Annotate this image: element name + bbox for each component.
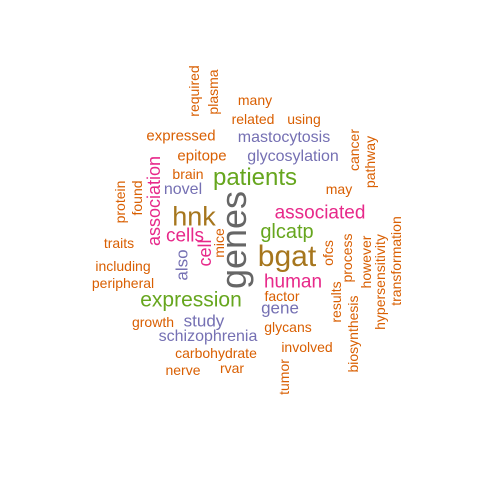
word-associated: associated [274, 202, 366, 224]
word-including: including [95, 258, 151, 274]
word-biosynthesis: biosynthesis [345, 295, 361, 373]
word-hypersensitivity: hypersensitivity [372, 234, 388, 330]
word-patients: patients [212, 164, 298, 191]
word-however: however [358, 235, 374, 289]
word-plasma: plasma [205, 69, 221, 115]
word-hnk: hnk [172, 201, 216, 232]
word-novel: novel [163, 181, 203, 198]
word-rvar: rvar [219, 360, 245, 376]
word-association: association [144, 155, 164, 247]
word-many: many [237, 92, 273, 108]
word-mice: mice [211, 228, 227, 258]
word-glcatp: glcatp [260, 221, 314, 243]
word-pathway: pathway [362, 135, 378, 189]
word-found: found [129, 180, 145, 216]
word-may: may [325, 181, 353, 197]
word-glycans: glycans [264, 319, 312, 335]
word-traits: traits [103, 235, 135, 251]
word-brain: brain [172, 166, 204, 182]
word-nerve: nerve [165, 362, 201, 378]
word-peripheral: peripheral [91, 275, 155, 291]
word-transformation: transformation [388, 216, 404, 306]
word-using: using [287, 111, 321, 127]
word-growth: growth [131, 314, 175, 330]
word-glycosylation: glycosylation [247, 148, 339, 165]
word-cancer: cancer [346, 128, 362, 172]
word-also: also [172, 249, 192, 281]
word-carbohydrate: carbohydrate [175, 345, 257, 361]
word-gene: gene [261, 298, 299, 318]
word-mastocytosis: mastocytosis [237, 129, 331, 146]
word-expressed: expressed [146, 127, 216, 145]
word-ofcs: ofcs [320, 240, 336, 266]
word-results: results [328, 281, 344, 323]
word-cells: cells [165, 225, 205, 247]
word-protein: protein [112, 180, 128, 224]
word-expression: expression [140, 288, 242, 312]
word-factor: factor [264, 288, 300, 304]
word-process: process [339, 233, 355, 283]
word-epitope: epitope [177, 147, 227, 165]
word-study: study [183, 311, 225, 331]
word-required: required [186, 65, 202, 117]
word-bgat: bgat [257, 240, 317, 273]
word-related: related [231, 111, 275, 127]
word-schizophrenia: schizophrenia [158, 328, 258, 345]
word-tumor: tumor [276, 359, 292, 395]
word-involved: involved [281, 339, 333, 355]
word-human: human [263, 271, 323, 293]
